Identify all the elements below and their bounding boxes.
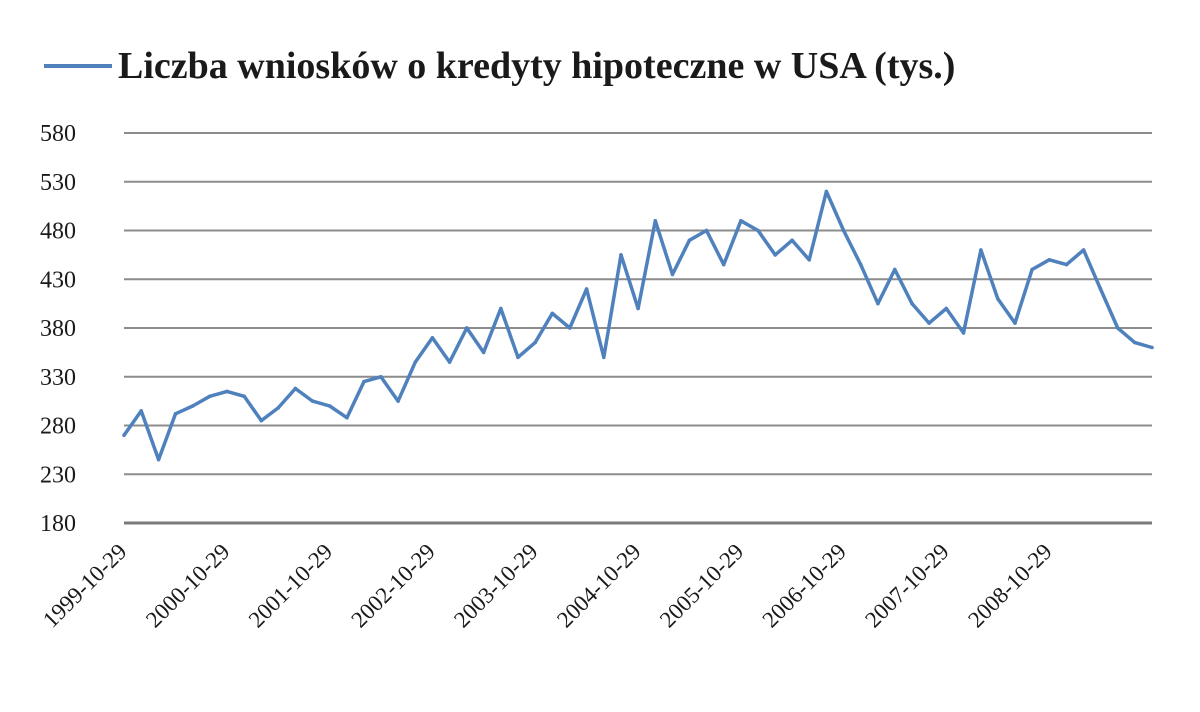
data-point	[481, 350, 486, 355]
y-tick-label: 430	[40, 267, 76, 293]
data-point	[122, 433, 126, 438]
data-point	[1133, 340, 1137, 345]
data-point	[704, 228, 709, 233]
data-point	[259, 418, 264, 423]
legend-label: Liczba wniosków o kredyty hipoteczne w U…	[118, 45, 955, 87]
data-point	[568, 326, 572, 330]
y-tick-label: 580	[40, 121, 76, 147]
x-tick-label: 1999-10-29	[38, 539, 132, 633]
x-tick-label: 2006-10-29	[758, 539, 852, 633]
data-point	[242, 394, 246, 399]
data-point	[156, 457, 161, 462]
data-point	[550, 311, 555, 316]
data-point	[310, 399, 315, 403]
data-point	[465, 326, 469, 330]
y-tick-label: 230	[40, 462, 76, 488]
y-tick-label: 180	[40, 511, 76, 537]
data-point	[293, 386, 298, 391]
data-point	[1047, 258, 1052, 262]
data-point	[670, 272, 675, 277]
data-point	[533, 340, 537, 345]
data-point	[430, 336, 435, 340]
data-point	[910, 301, 914, 306]
data-point	[841, 228, 846, 233]
data-point	[807, 258, 811, 262]
data-point	[1013, 321, 1017, 325]
series-line	[122, 189, 1153, 462]
x-tick-label: 2003-10-29	[449, 539, 543, 633]
data-point	[927, 321, 931, 325]
data-point	[379, 375, 383, 379]
data-point	[173, 412, 178, 416]
data-point	[345, 415, 349, 420]
data-point	[824, 189, 829, 194]
y-tick-label: 480	[40, 219, 76, 245]
data-point	[893, 267, 897, 272]
data-point	[1081, 248, 1086, 252]
data-point	[979, 248, 983, 252]
data-point	[961, 331, 966, 335]
data-point	[396, 399, 400, 403]
data-point	[362, 379, 366, 384]
y-axis-ticks: 180 230 280 330 380 430 480 530 580	[40, 121, 76, 537]
data-point	[1030, 267, 1034, 272]
data-point	[327, 404, 332, 408]
x-tick-label: 2004-10-29	[552, 539, 646, 633]
data-point	[790, 238, 794, 243]
y-tick-label: 330	[40, 365, 76, 391]
x-tick-label: 2001-10-29	[244, 539, 338, 633]
y-tick-label: 530	[40, 170, 76, 196]
data-point	[739, 219, 743, 223]
data-point	[602, 355, 606, 360]
legend: Liczba wniosków o kredyty hipoteczne w U…	[44, 45, 955, 87]
data-point	[1115, 326, 1120, 330]
data-point	[208, 394, 212, 399]
data-point	[225, 389, 229, 394]
series-layer	[122, 189, 1154, 462]
data-point	[773, 253, 777, 257]
data-point	[1150, 345, 1154, 350]
gridlines	[124, 132, 1152, 476]
data-point	[139, 409, 143, 413]
data-point	[447, 360, 452, 364]
x-tick-label: 2002-10-29	[346, 539, 440, 633]
y-tick-label: 280	[40, 414, 76, 440]
data-point	[499, 306, 503, 311]
data-point	[1098, 287, 1103, 291]
data-point	[619, 253, 623, 257]
data-point	[413, 360, 418, 364]
data-point	[721, 262, 726, 267]
data-point	[276, 406, 281, 410]
data-point	[636, 306, 640, 311]
x-tick-label: 2005-10-29	[655, 539, 749, 633]
x-tick-label: 2008-10-29	[963, 539, 1057, 633]
data-point	[944, 306, 949, 311]
y-tick-label: 380	[40, 316, 76, 342]
data-point	[687, 238, 692, 243]
data-point	[190, 404, 195, 408]
x-tick-label: 2000-10-29	[141, 539, 235, 633]
data-point	[516, 355, 520, 360]
data-point	[756, 228, 760, 233]
data-point	[653, 219, 658, 223]
x-axis-ticks: 1999-10-29 2000-10-29 2001-10-29 2002-10-29…	[38, 539, 1057, 633]
data-point	[858, 262, 863, 267]
data-point	[876, 301, 880, 306]
data-point	[996, 297, 1000, 301]
data-point	[1064, 262, 1069, 267]
x-tick-label: 2007-10-29	[860, 539, 954, 633]
data-point	[584, 287, 589, 291]
